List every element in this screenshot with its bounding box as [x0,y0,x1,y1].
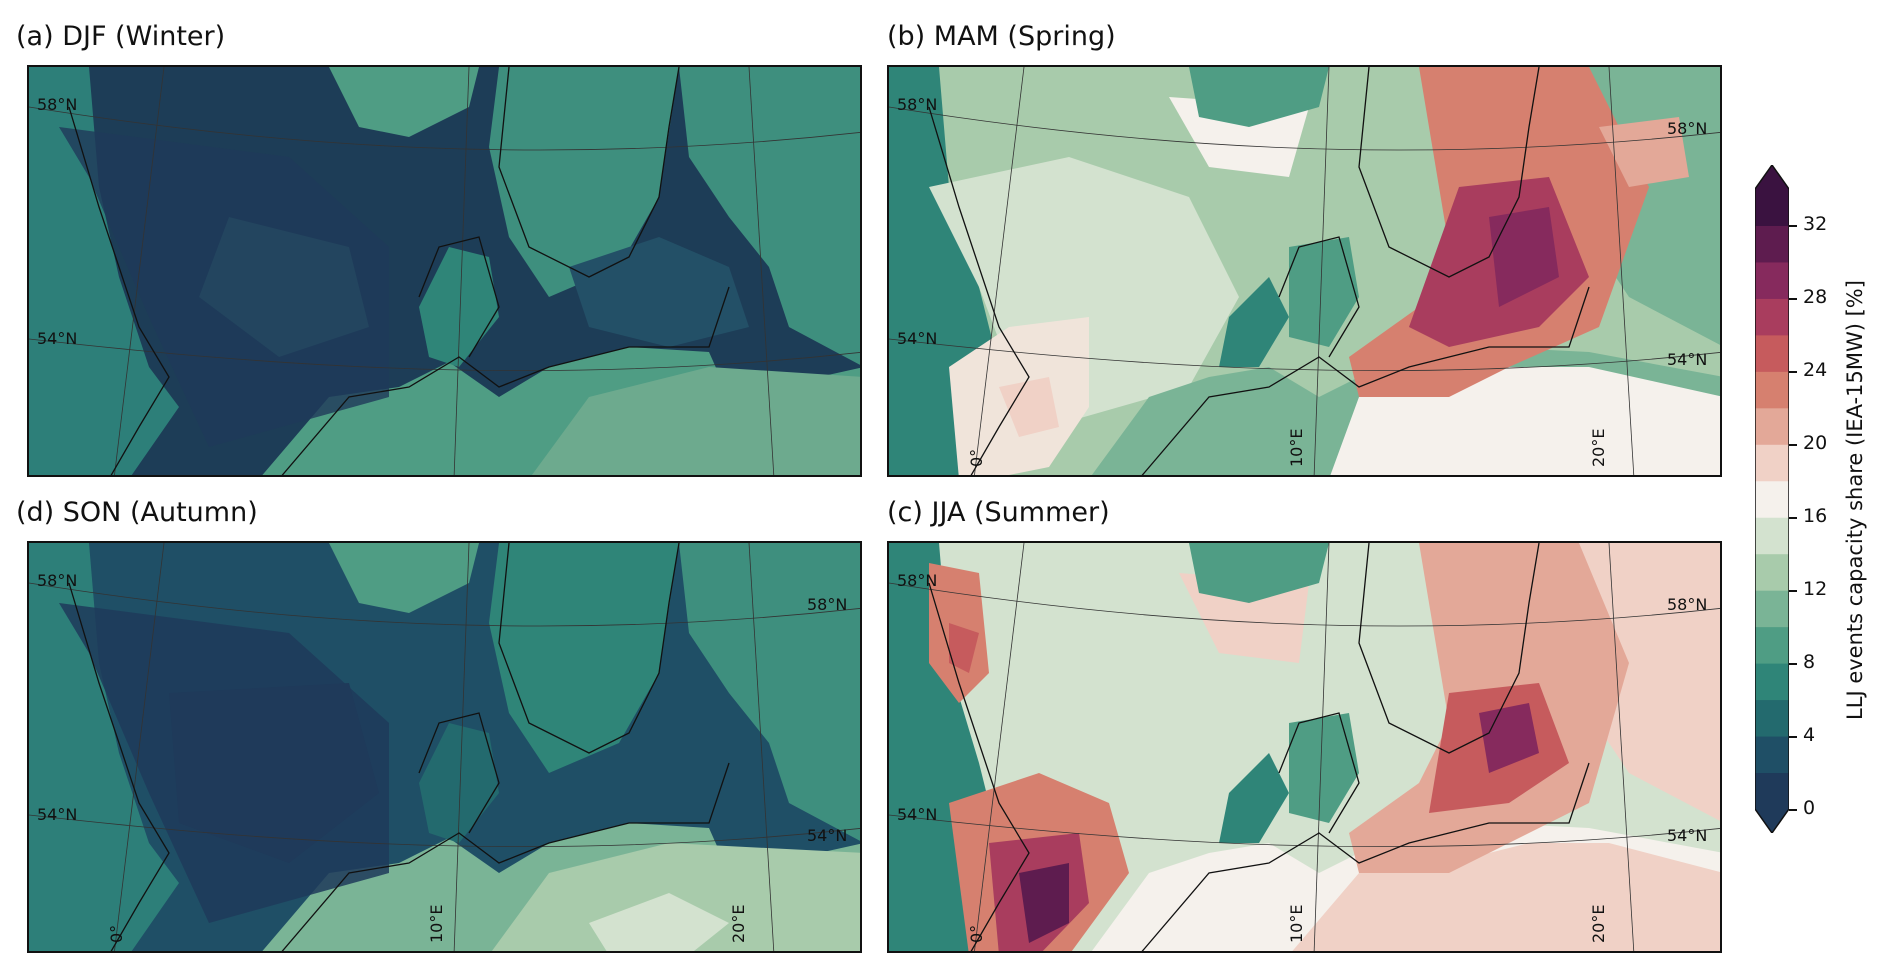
lon-label-10-son: 10°E [427,904,446,943]
panel-title-c: (c) JJA (Summer) [887,497,1110,528]
colorbar-segment [1755,371,1789,409]
lat-label-54-son-right: 54°N [807,826,848,845]
colorbar-extend-min [1755,809,1789,833]
colorbar-segment [1755,663,1789,701]
colorbar-tick-label: 28 [1803,286,1828,309]
colorbar-segment [1755,699,1789,737]
colorbar [1754,163,1790,835]
colorbar-segment [1755,444,1789,482]
lat-label-58-son-right: 58°N [807,595,848,614]
colorbar-segment [1755,480,1789,518]
colorbar-tick-label: 12 [1803,578,1828,601]
map-jja-field [889,543,1720,951]
lat-label-58-jja-right: 58°N [1667,595,1708,614]
map-panel-jja: 58°N 54°N 58°N 54°N 0° 10°E 20°E [887,541,1722,953]
colorbar-tick [1789,590,1797,592]
lon-label-0-son: 0° [107,924,126,943]
colorbar-tick [1789,371,1797,373]
lat-label-54-son: 54°N [37,805,78,824]
colorbar-segment [1755,407,1789,445]
colorbar-tick-label: 20 [1803,432,1828,455]
lon-label-20-jja: 20°E [1589,904,1608,943]
lat-label-58-djf: 58°N [37,95,78,114]
colorbar-extend-max [1755,165,1789,189]
lat-label-58-son: 58°N [37,571,78,590]
lat-label-58-mam: 58°N [897,95,938,114]
lat-label-54-mam: 54°N [897,329,938,348]
lon-label-10-mam: 10°E [1287,428,1306,467]
colorbar-segment [1755,261,1789,299]
lat-label-54-jja-right: 54°N [1667,826,1708,845]
lon-label-20-son: 20°E [729,904,748,943]
lat-label-58-mam-right: 58°N [1667,119,1708,138]
colorbar-segment [1755,225,1789,263]
colorbar-segment [1755,553,1789,591]
colorbar-tick [1789,736,1797,738]
colorbar-segment [1755,334,1789,372]
colorbar-segment [1755,590,1789,628]
colorbar-tick-label: 4 [1803,724,1816,747]
lon-label-0-jja: 0° [967,924,986,943]
colorbar-title: LLJ events capacity share (IEA-15MW) [%] [1843,280,1867,720]
colorbar-scale [1754,163,1790,835]
colorbar-segment [1755,772,1789,810]
colorbar-tick-label: 16 [1803,505,1828,528]
map-panel-mam: 58°N 54°N 58°N 54°N 0° 10°E 20°E [887,65,1722,477]
colorbar-segment [1755,189,1789,226]
colorbar-tick [1789,444,1797,446]
lon-label-0-mam: 0° [967,448,986,467]
colorbar-tick [1789,809,1797,811]
panel-title-a: (a) DJF (Winter) [16,21,226,52]
colorbar-tick-label: 24 [1803,359,1828,382]
colorbar-segment [1755,517,1789,555]
map-panel-djf: 58°N 54°N [27,65,862,477]
lon-label-20-mam: 20°E [1589,428,1608,467]
colorbar-segment [1755,298,1789,336]
colorbar-segment [1755,626,1789,664]
lat-label-54-jja: 54°N [897,805,938,824]
lat-label-58-jja: 58°N [897,571,938,590]
colorbar-tick-label: 8 [1803,651,1816,674]
colorbar-tick [1789,517,1797,519]
colorbar-segment [1755,736,1789,774]
lat-label-54-mam-right: 54°N [1667,350,1708,369]
panel-title-b: (b) MAM (Spring) [887,21,1116,52]
map-panel-son: 58°N 54°N 58°N 54°N 0° 10°E 20°E [27,541,862,953]
map-son-field [29,543,860,951]
colorbar-tick [1789,298,1797,300]
lon-label-10-jja: 10°E [1287,904,1306,943]
colorbar-tick-label: 0 [1803,797,1816,819]
panel-title-d: (d) SON (Autumn) [16,497,258,528]
colorbar-tick [1789,663,1797,665]
colorbar-tick [1789,225,1797,227]
colorbar-tick-label: 32 [1803,213,1828,236]
map-djf-field [29,67,860,475]
lat-label-54-djf: 54°N [37,329,78,348]
map-mam-field [889,67,1720,475]
